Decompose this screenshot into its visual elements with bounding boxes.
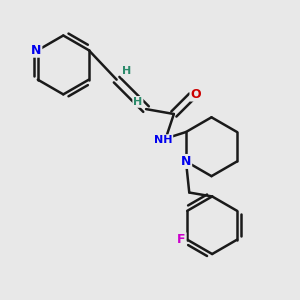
Text: F: F <box>177 233 186 246</box>
Text: NH: NH <box>154 135 172 145</box>
Text: N: N <box>181 155 191 168</box>
Text: O: O <box>190 88 201 100</box>
Text: H: H <box>122 67 131 76</box>
Text: H: H <box>133 97 142 107</box>
Text: N: N <box>31 44 41 57</box>
